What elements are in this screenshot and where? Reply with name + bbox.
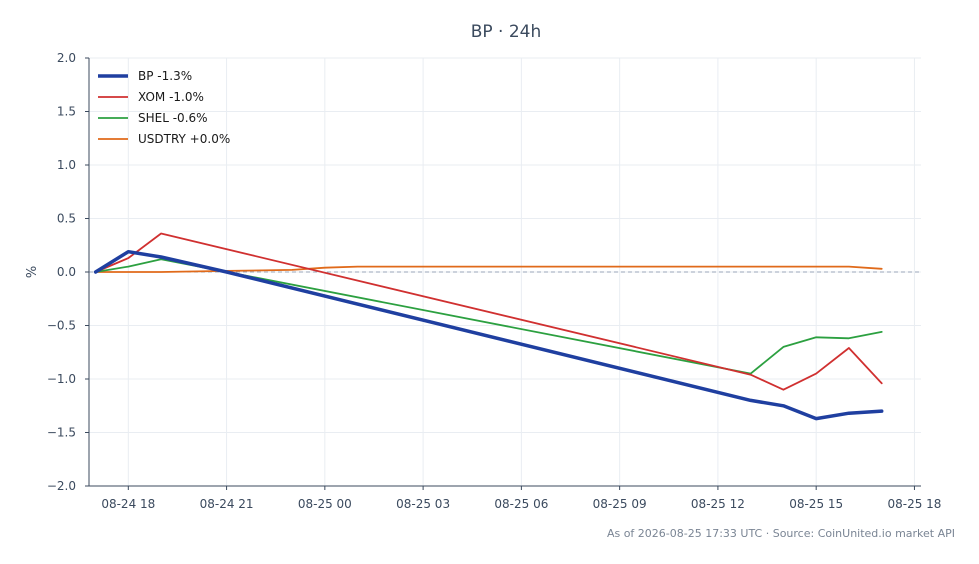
y-tick-label: −1.0 [47,372,76,386]
legend-label-xom: XOM -1.0% [138,90,204,104]
x-axis-ticks: 08-24 18 08-24 21 08-25 00 08-25 03 08-25 06… [101,486,941,511]
legend: BP -1.3% XOM -1.0% SHEL -0.6% USDTRY +0.0% [98,69,230,146]
y-tick-label: 0.5 [57,212,76,226]
series-line-usdtry [94,265,883,273]
x-tick-label: 08-25 06 [494,497,548,511]
y-tick-label: 0.0 [57,265,76,279]
x-tick-label: 08-25 03 [396,497,450,511]
y-axis-label: % [25,266,40,278]
legend-label-shel: SHEL -0.6% [138,111,208,125]
chart-title: BP · 24h [471,22,542,42]
x-tick-label: 08-25 09 [593,497,647,511]
footer-source: As of 2026-08-25 17:33 UTC · Source: Coi… [607,527,955,540]
legend-label-bp: BP -1.3% [138,69,192,83]
x-tick-label: 08-25 12 [691,497,745,511]
series-line-shel [94,258,883,375]
x-tick-label: 08-25 18 [887,497,941,511]
y-tick-label: −1.5 [47,426,76,440]
series-line-bp [93,249,884,421]
y-axis-ticks: 2.0 1.5 1.0 0.5 0.0 −0.5 −1.0 −1.5 −2.0 [47,51,89,493]
y-tick-label: 1.0 [57,158,76,172]
series-group [93,232,884,421]
y-tick-label: 1.5 [57,105,76,119]
x-tick-label: 08-24 21 [200,497,254,511]
x-tick-label: 08-25 15 [789,497,843,511]
y-tick-label: 2.0 [57,51,76,65]
series-line-xom [94,232,883,391]
y-tick-label: −0.5 [47,319,76,333]
x-tick-label: 08-24 18 [101,497,155,511]
y-tick-label: −2.0 [47,479,76,493]
legend-label-usdtry: USDTRY +0.0% [138,132,230,146]
x-tick-label: 08-25 00 [298,497,352,511]
